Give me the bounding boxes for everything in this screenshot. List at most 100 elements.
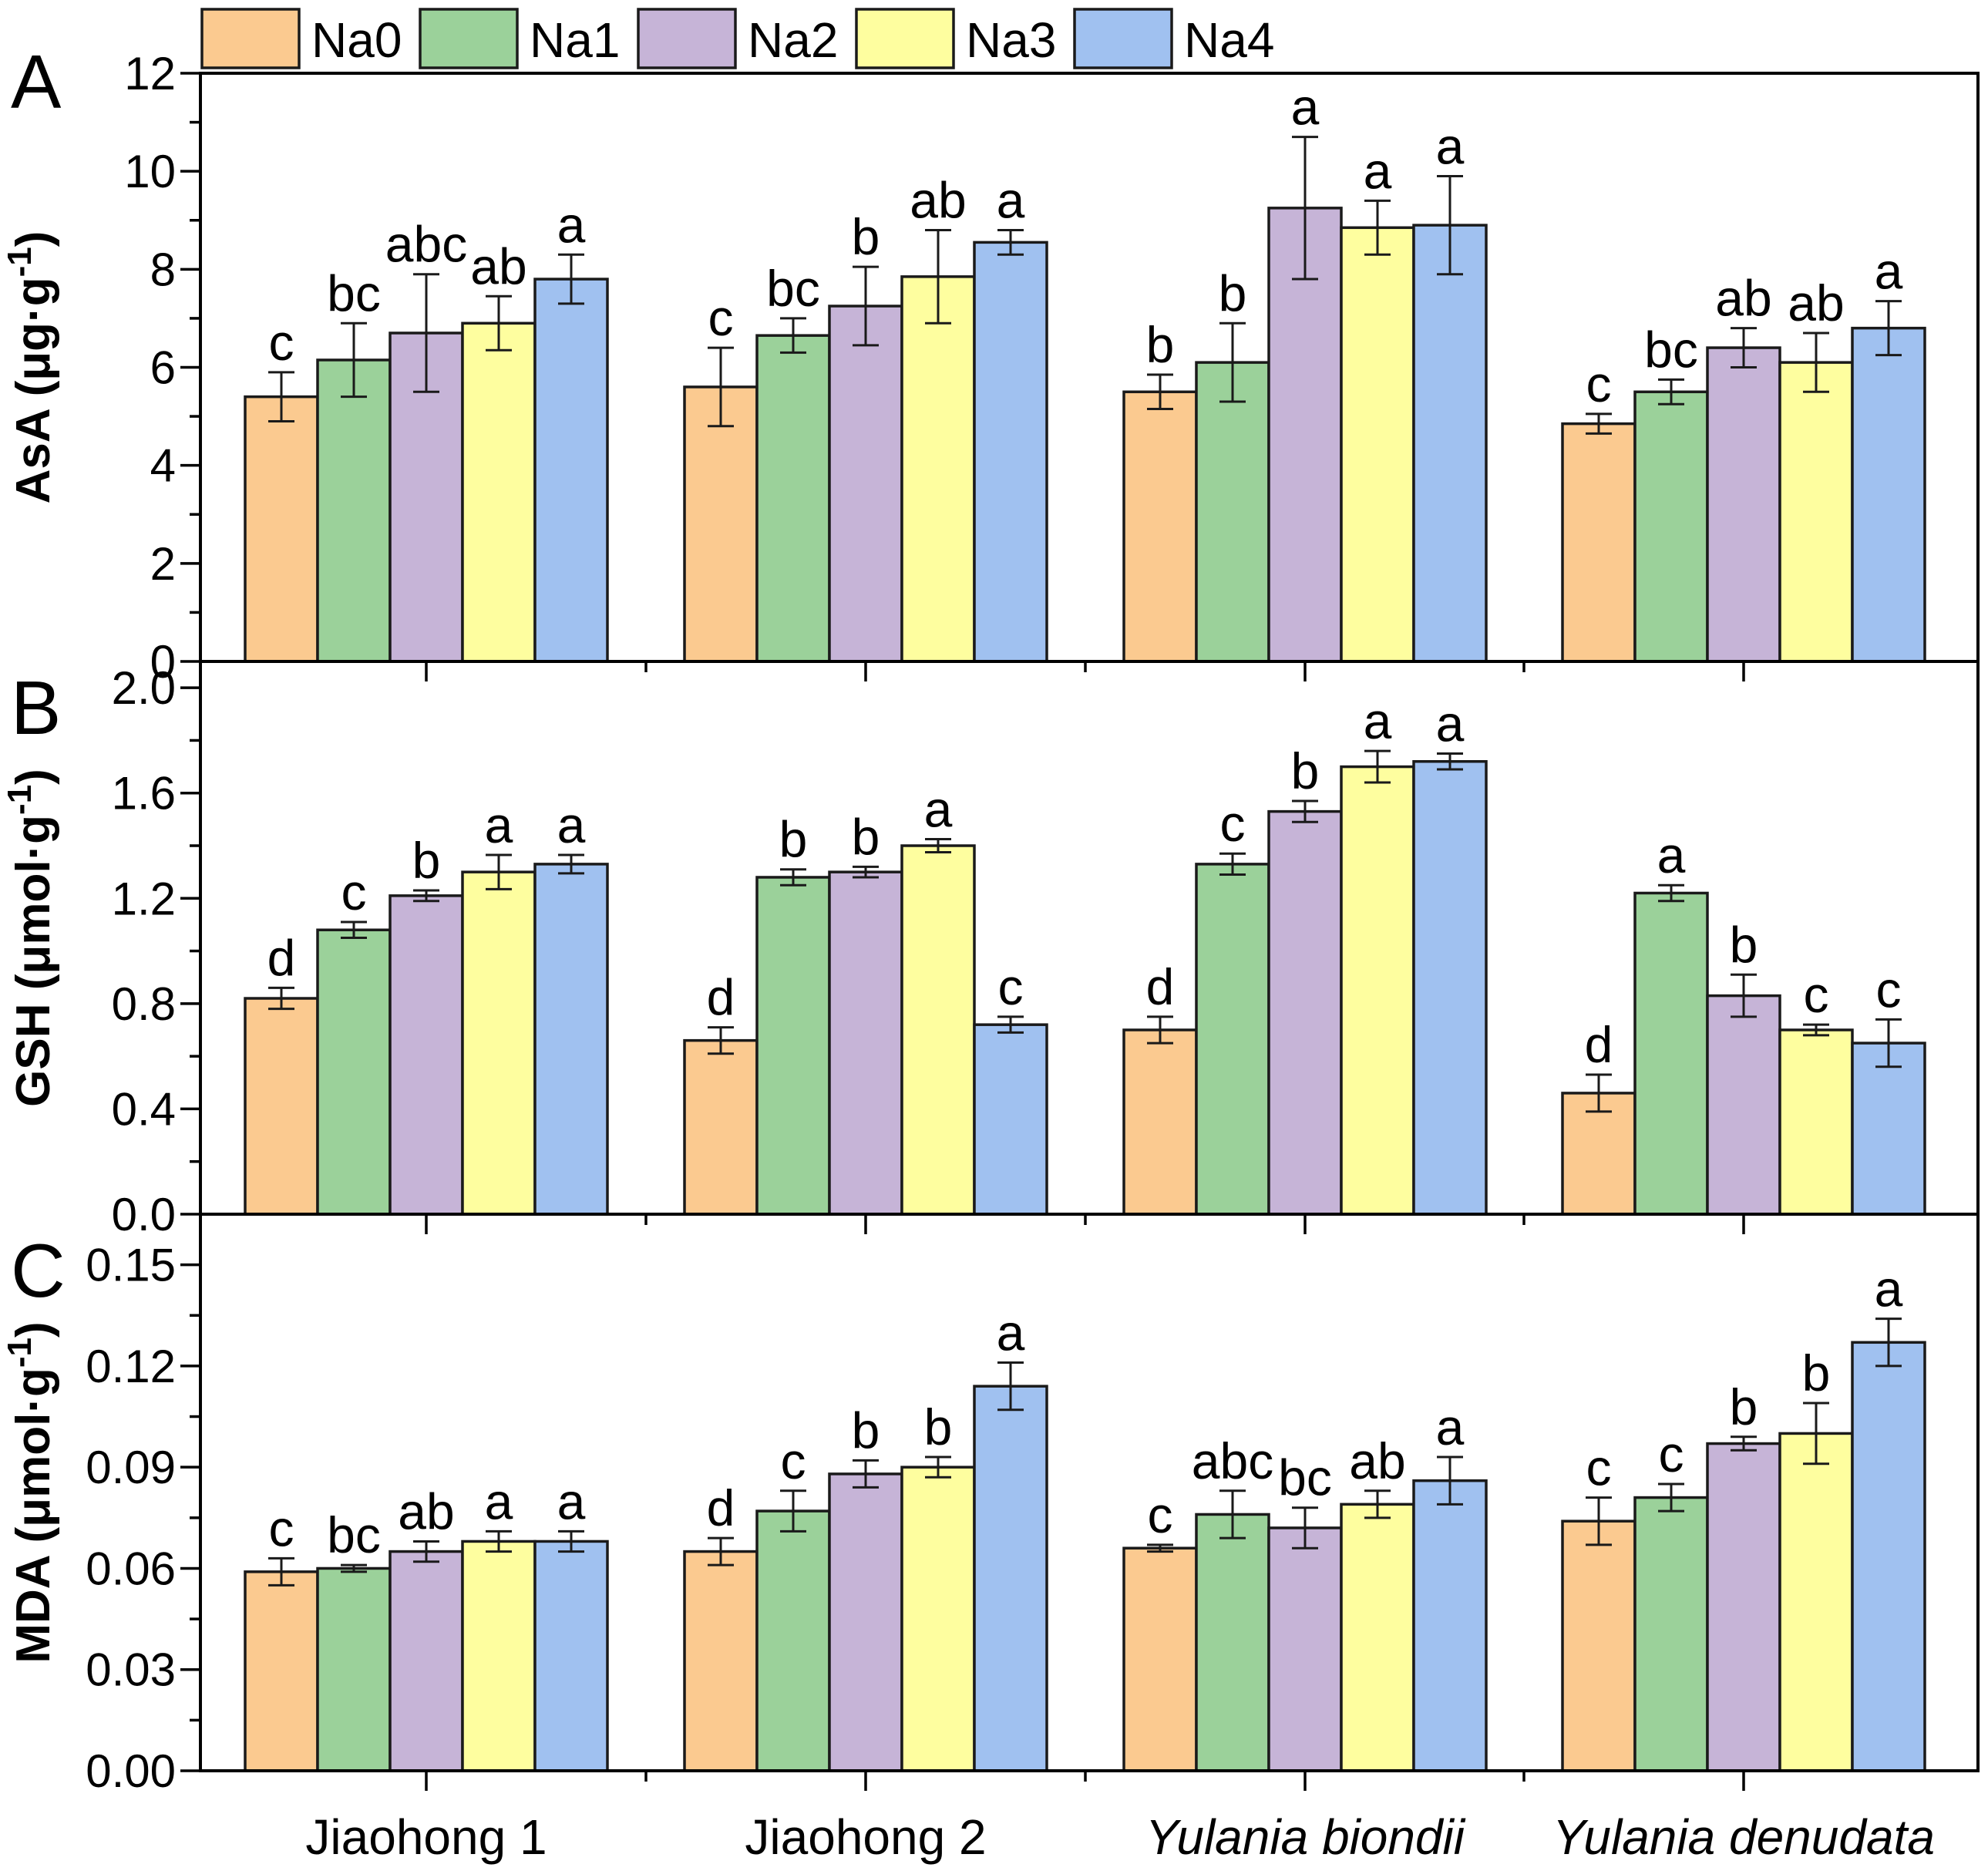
errorbar-C-2-Na4 bbox=[997, 1361, 1024, 1412]
errorbar-B-1-Na2 bbox=[413, 889, 439, 903]
bar-B-1-Na2 bbox=[389, 894, 464, 1216]
sig-letter-B-3-Na2: b bbox=[1291, 742, 1320, 799]
bar-B-3-Na2 bbox=[1267, 809, 1343, 1216]
sig-letter-A-3-Na4: a bbox=[1436, 118, 1465, 175]
bar-A-4-Na3 bbox=[1778, 361, 1854, 663]
errorbar-C-1-Na1 bbox=[341, 1563, 367, 1573]
errorbar-C-4-Na2 bbox=[1731, 1435, 1757, 1452]
y-axis-title-A: AsA (μg·g-1) bbox=[1, 231, 60, 504]
x-category-label-2: Jiaohong 2 bbox=[745, 1809, 986, 1865]
y-tick-label-C-0.15: 0.15 bbox=[86, 1240, 176, 1291]
bar-B-2-Na3 bbox=[900, 844, 976, 1216]
sig-letter-A-3-Na1: b bbox=[1219, 264, 1247, 321]
legend-label-Na1: Na1 bbox=[530, 12, 620, 68]
sig-letter-B-4-Na0: d bbox=[1585, 1016, 1613, 1073]
errorbar-A-4-Na2 bbox=[1731, 327, 1757, 368]
sig-letter-C-2-Na4: a bbox=[997, 1304, 1025, 1361]
bar-A-2-Na2 bbox=[828, 305, 903, 663]
errorbar-A-2-Na0 bbox=[708, 346, 734, 428]
errorbar-B-2-Na3 bbox=[925, 837, 951, 854]
y-tick-label-C-0.00: 0.00 bbox=[86, 1745, 176, 1797]
bar-C-2-Na1 bbox=[755, 1509, 831, 1772]
bar-B-2-Na2 bbox=[828, 870, 903, 1216]
sig-letter-C-2-Na3: b bbox=[924, 1398, 953, 1455]
legend-label-Na3: Na3 bbox=[966, 12, 1056, 68]
sig-letter-A-1-Na4: a bbox=[557, 196, 586, 253]
y-tick-label-C-0.09: 0.09 bbox=[86, 1442, 176, 1493]
errorbar-B-1-Na0 bbox=[268, 986, 294, 1011]
errorbar-C-2-Na1 bbox=[780, 1489, 806, 1533]
errorbar-A-3-Na4 bbox=[1437, 175, 1463, 276]
errorbar-A-3-Na3 bbox=[1364, 199, 1391, 256]
bar-A-4-Na1 bbox=[1633, 390, 1709, 663]
bar-B-2-Na0 bbox=[683, 1038, 759, 1216]
bar-C-3-Na2 bbox=[1267, 1526, 1343, 1772]
sig-letter-A-2-Na1: bc bbox=[766, 260, 820, 317]
bar-B-4-Na1 bbox=[1633, 891, 1709, 1216]
bar-B-3-Na0 bbox=[1122, 1028, 1198, 1216]
errorbar-B-4-Na3 bbox=[1803, 1023, 1829, 1037]
bar-A-1-Na3 bbox=[461, 321, 537, 663]
bar-B-1-Na0 bbox=[244, 997, 319, 1216]
legend-label-Na0: Na0 bbox=[311, 12, 402, 68]
y-tick-label-A-6: 6 bbox=[150, 342, 176, 394]
bar-C-4-Na2 bbox=[1706, 1442, 1781, 1772]
sig-letter-C-2-Na0: d bbox=[707, 1479, 735, 1536]
sig-letter-A-1-Na0: c bbox=[269, 314, 294, 371]
legend-label-Na2: Na2 bbox=[748, 12, 838, 68]
sig-letter-C-3-Na4: a bbox=[1436, 1398, 1465, 1455]
axis-box-C bbox=[199, 1213, 1980, 1772]
y-axis-title-B: GSH (μmol·g-1) bbox=[1, 769, 60, 1107]
errorbar-B-3-Na0 bbox=[1147, 1015, 1173, 1045]
sig-letter-B-2-Na4: c bbox=[998, 958, 1024, 1015]
errorbar-A-2-Na4 bbox=[997, 228, 1024, 256]
sig-letter-C-3-Na3: ab bbox=[1349, 1432, 1405, 1489]
errorbar-C-4-Na1 bbox=[1658, 1482, 1684, 1513]
panel-label-A: A bbox=[11, 39, 62, 124]
sig-letter-C-3-Na1: abc bbox=[1192, 1432, 1273, 1489]
sig-letter-B-1-Na2: b bbox=[412, 832, 441, 889]
bar-C-3-Na4 bbox=[1412, 1479, 1488, 1772]
sig-letter-C-1-Na1: bc bbox=[327, 1506, 381, 1563]
errorbar-C-3-Na3 bbox=[1364, 1489, 1391, 1519]
errorbar-B-1-Na4 bbox=[558, 853, 584, 875]
sig-letter-B-2-Na2: b bbox=[852, 808, 880, 865]
sig-letter-C-3-Na0: c bbox=[1148, 1486, 1173, 1543]
bar-B-3-Na1 bbox=[1195, 863, 1270, 1216]
sig-letter-B-4-Na2: b bbox=[1730, 916, 1758, 973]
legend-swatch-Na0 bbox=[200, 8, 301, 69]
bar-A-3-Na3 bbox=[1340, 226, 1415, 663]
errorbar-A-2-Na1 bbox=[780, 317, 806, 354]
sig-letter-A-2-Na3: ab bbox=[910, 171, 966, 228]
sig-letter-C-1-Na0: c bbox=[269, 1499, 294, 1556]
errorbar-A-3-Na0 bbox=[1147, 373, 1173, 411]
bar-B-1-Na4 bbox=[533, 863, 609, 1216]
bar-C-2-Na4 bbox=[973, 1385, 1048, 1772]
errorbar-C-3-Na4 bbox=[1437, 1455, 1463, 1506]
bar-A-3-Na0 bbox=[1122, 390, 1198, 663]
panel-label-B: B bbox=[11, 665, 61, 750]
x-category-label-4: Yulania denudata bbox=[1552, 1809, 1935, 1865]
bar-C-4-Na1 bbox=[1633, 1496, 1709, 1772]
sig-letter-B-4-Na3: c bbox=[1804, 966, 1829, 1023]
bar-B-1-Na3 bbox=[461, 870, 537, 1216]
sig-letter-C-4-Na3: b bbox=[1802, 1344, 1831, 1402]
errorbar-C-4-Na3 bbox=[1803, 1402, 1829, 1466]
errorbar-B-1-Na3 bbox=[486, 853, 512, 890]
x-category-label-1: Jiaohong 1 bbox=[305, 1809, 547, 1865]
errorbar-A-2-Na3 bbox=[925, 228, 951, 325]
errorbar-A-1-Na3 bbox=[486, 294, 512, 352]
errorbar-B-4-Na2 bbox=[1731, 973, 1757, 1018]
errorbar-A-1-Na2 bbox=[413, 273, 439, 393]
errorbar-B-1-Na1 bbox=[341, 920, 367, 939]
errorbar-C-4-Na4 bbox=[1875, 1317, 1902, 1368]
bar-C-1-Na2 bbox=[389, 1550, 464, 1772]
legend-label-Na4: Na4 bbox=[1184, 12, 1274, 68]
bar-C-4-Na3 bbox=[1778, 1432, 1854, 1772]
errorbar-B-3-Na3 bbox=[1364, 749, 1391, 784]
bar-B-4-Na4 bbox=[1851, 1042, 1926, 1216]
y-tick-label-A-2: 2 bbox=[150, 538, 176, 590]
bar-A-4-Na4 bbox=[1851, 326, 1926, 663]
errorbar-A-3-Na2 bbox=[1292, 136, 1318, 281]
